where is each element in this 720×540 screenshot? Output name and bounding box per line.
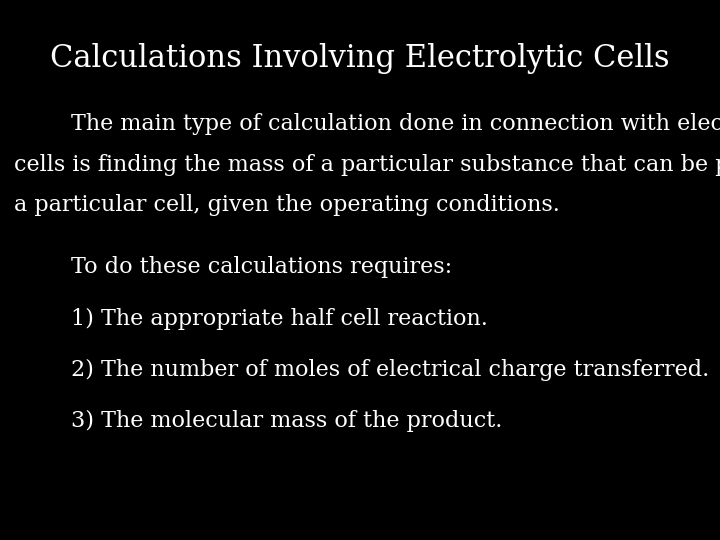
Text: Calculations Involving Electrolytic Cells: Calculations Involving Electrolytic Cell…	[50, 43, 670, 74]
Text: 1) The appropriate half cell reaction.: 1) The appropriate half cell reaction.	[14, 308, 488, 330]
Text: 3) The molecular mass of the product.: 3) The molecular mass of the product.	[14, 410, 503, 433]
Text: cells is finding the mass of a particular substance that can be produced in: cells is finding the mass of a particula…	[14, 154, 720, 176]
Text: To do these calculations requires:: To do these calculations requires:	[14, 256, 453, 279]
Text: a particular cell, given the operating conditions.: a particular cell, given the operating c…	[14, 194, 560, 217]
Text: The main type of calculation done in connection with electrolytic: The main type of calculation done in con…	[14, 113, 720, 136]
Text: 2) The number of moles of electrical charge transferred.: 2) The number of moles of electrical cha…	[14, 359, 710, 381]
